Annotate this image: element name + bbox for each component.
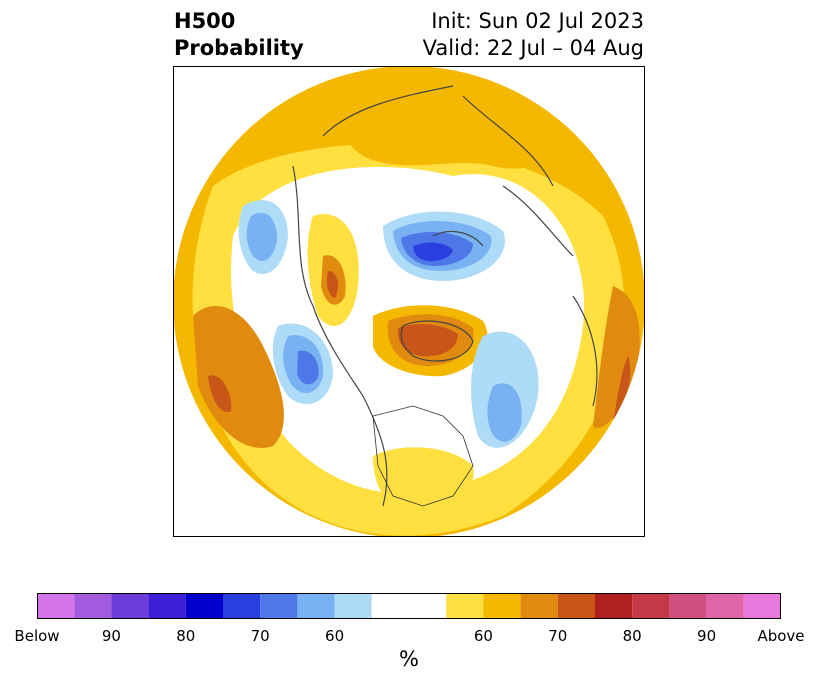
colorbar-swatch (260, 593, 298, 619)
colorbar-swatch (111, 593, 149, 619)
colorbar-swatch (595, 593, 633, 619)
coastlines (292, 85, 598, 507)
colorbar-tick-label: 70 (250, 627, 270, 645)
date-info: Init: Sun 02 Jul 2023 Valid: 22 Jul – 04… (423, 8, 644, 62)
colorbar-swatch (74, 593, 112, 619)
title-line-1: H500 (174, 9, 236, 33)
colorbar (37, 593, 781, 619)
valid-range: Valid: 22 Jul – 04 Aug (422, 36, 644, 60)
colorbar-swatch (632, 593, 670, 619)
colorbar-swatch (706, 593, 744, 619)
colorbar-tick-label: 80 (176, 627, 196, 645)
colorbar-swatch (334, 593, 372, 619)
colorbar-tick-label: Below (14, 627, 60, 645)
colorbar-swatch (483, 593, 521, 619)
colorbar-tick-label: 90 (101, 627, 121, 645)
colorbar-frame (37, 593, 781, 619)
colorbar-swatch (669, 593, 707, 619)
map-title: H500 Probability (174, 8, 304, 62)
colorbar-swatch (743, 593, 781, 619)
polar-map (173, 66, 645, 537)
colorbar-tick-label: 60 (473, 627, 493, 645)
colorbar-swatch (371, 593, 447, 619)
colorbar-label: % (399, 647, 419, 671)
colorbar-tick-label: Above (757, 627, 805, 645)
colorbar-tick-label: 90 (697, 627, 717, 645)
init-date: Init: Sun 02 Jul 2023 (431, 9, 644, 33)
probability-field (173, 66, 645, 537)
colorbar-swatch (446, 593, 484, 619)
colorbar-tick-label: 60 (325, 627, 345, 645)
colorbar-swatch (148, 593, 186, 619)
colorbar-swatch (297, 593, 335, 619)
colorbar-swatch (520, 593, 558, 619)
colorbar-swatch (557, 593, 595, 619)
colorbar-swatch (37, 593, 75, 619)
colorbar-swatch (223, 593, 261, 619)
colorbar-tick-label: 70 (548, 627, 568, 645)
title-line-2: Probability (174, 36, 304, 60)
colorbar-swatch (185, 593, 223, 619)
colorbar-tick-label: 80 (622, 627, 642, 645)
